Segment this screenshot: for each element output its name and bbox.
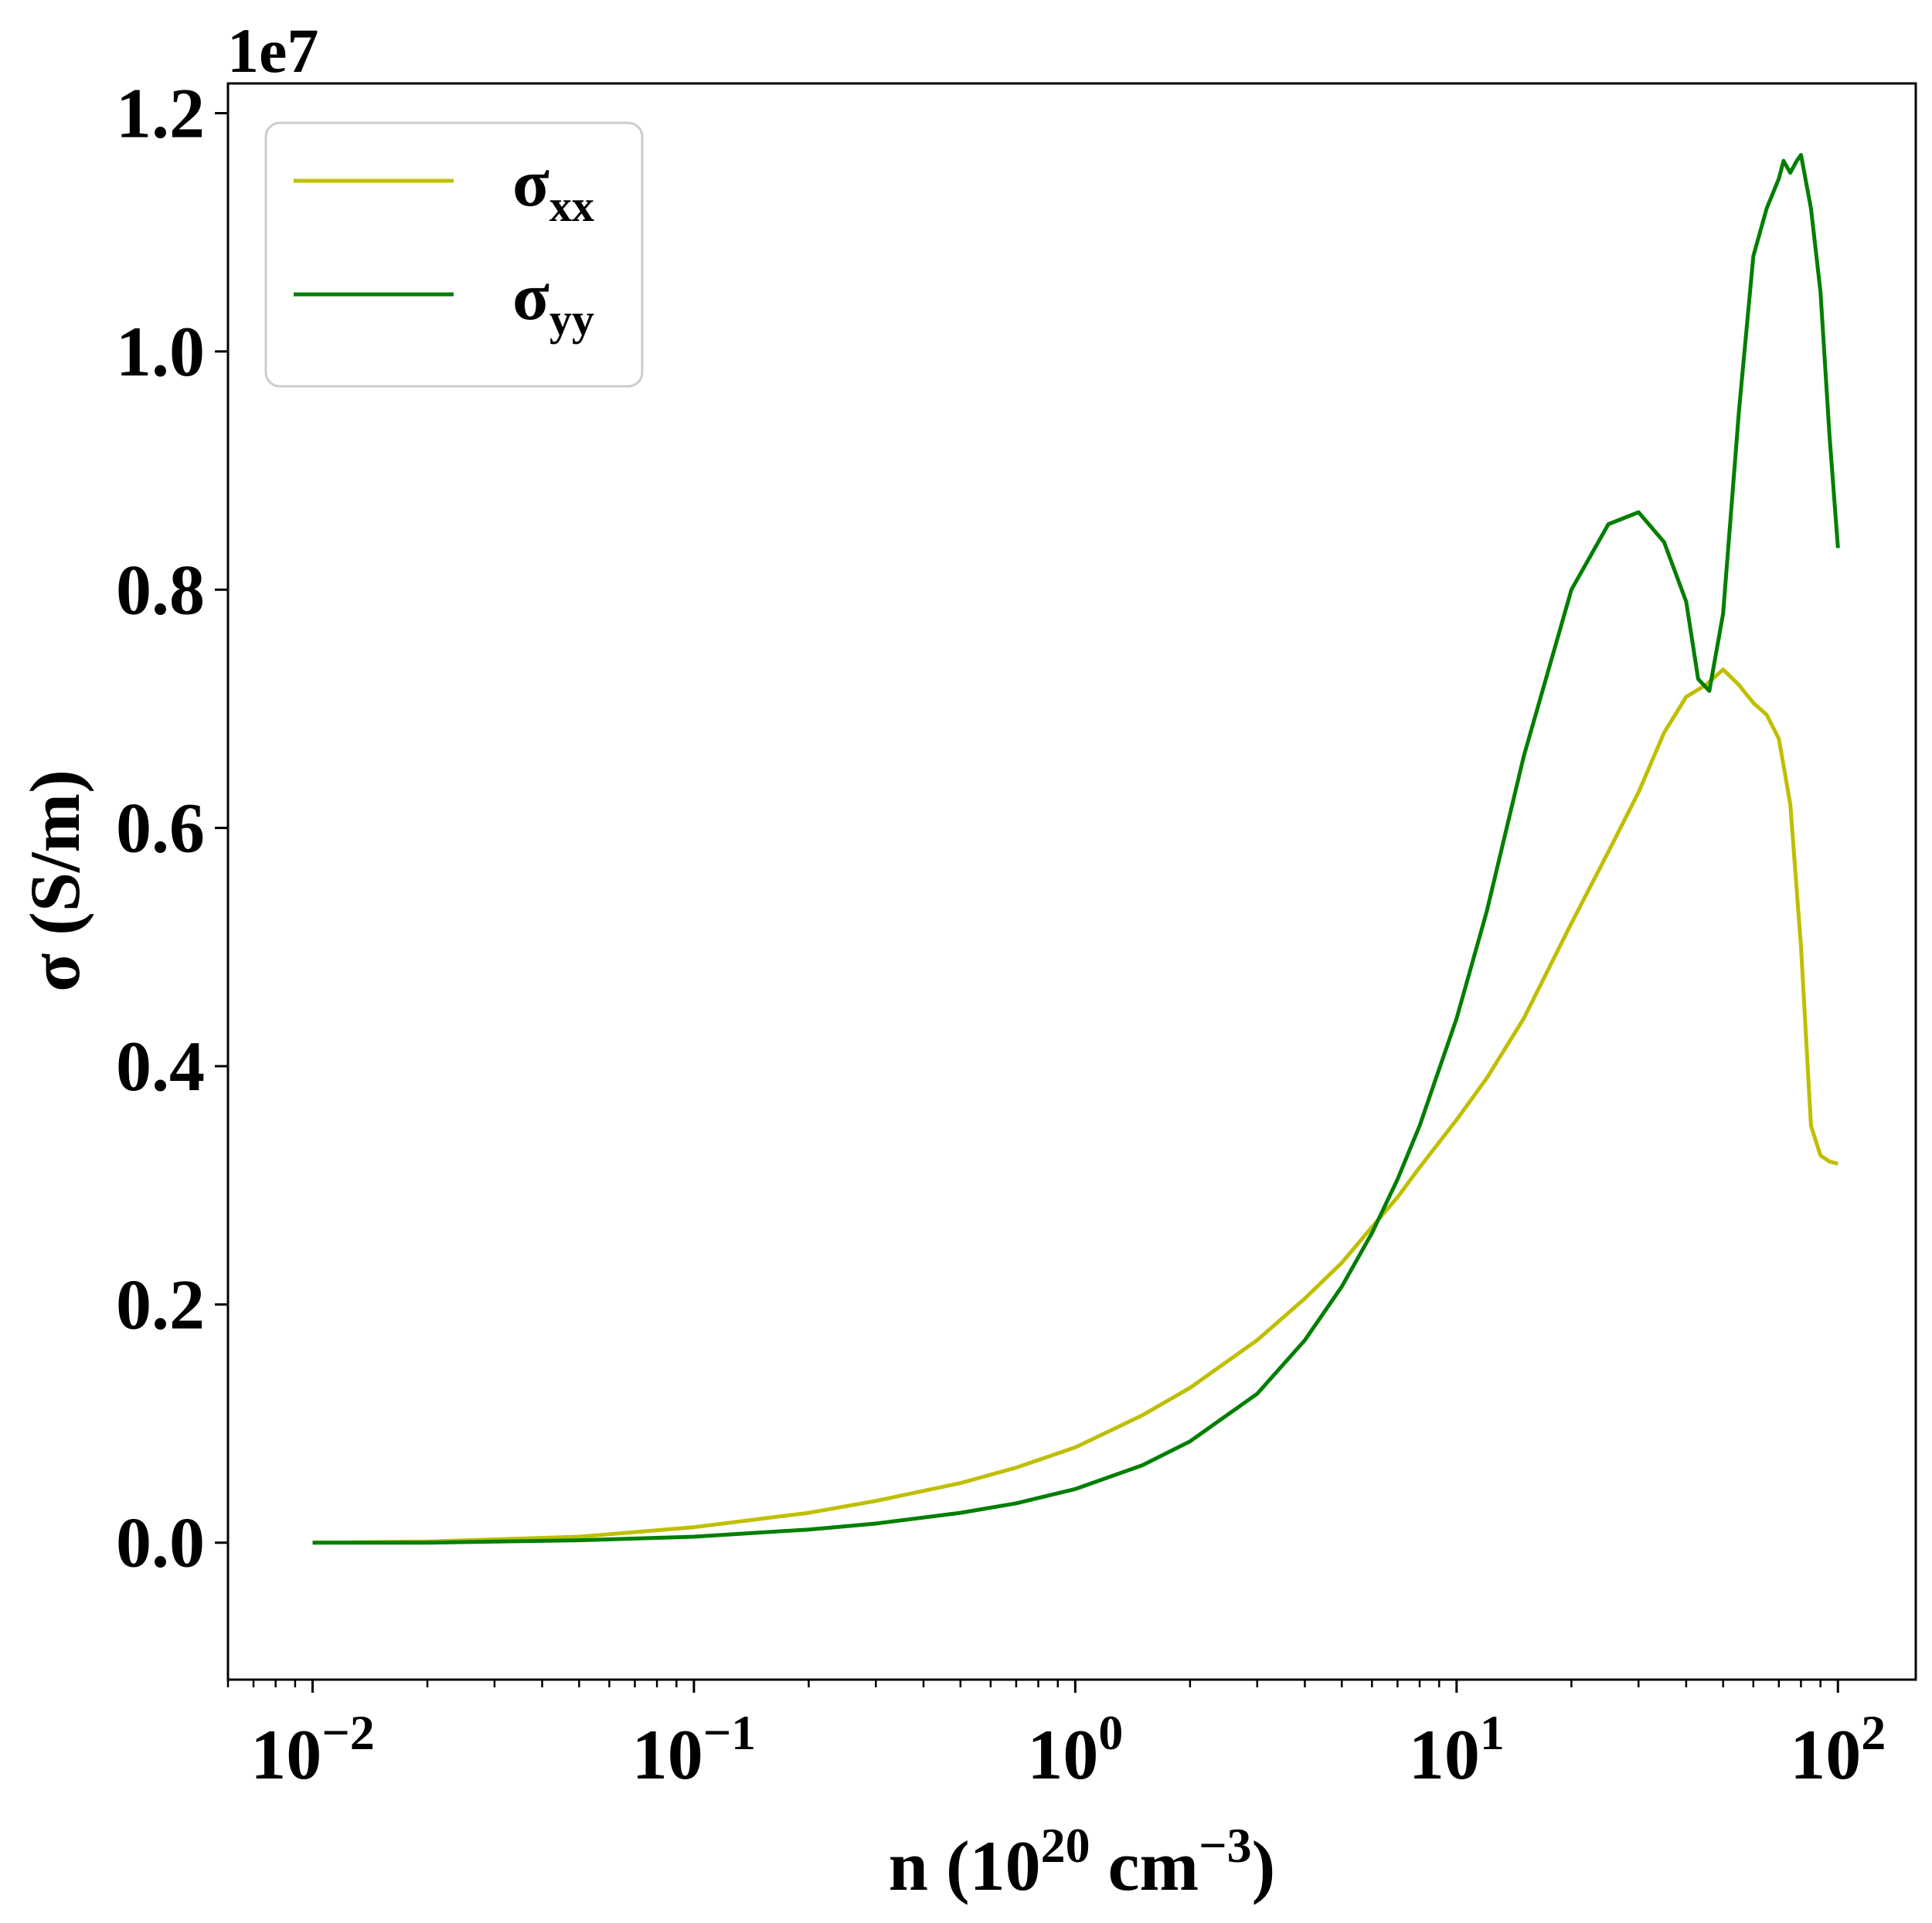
x-tick-label: 102 xyxy=(1790,1705,1886,1794)
x-tick-label-exponent: 0 xyxy=(1098,1705,1123,1760)
legend-label-sigma-yy-sub: yy xyxy=(549,294,594,345)
x-tick-label-exponent: 1 xyxy=(1480,1705,1505,1760)
x-tick-label-base: 10 xyxy=(1790,1715,1861,1794)
legend-label-sigma-yy: σyy xyxy=(512,260,594,345)
x-tick-label-base: 10 xyxy=(1409,1715,1480,1794)
x-axis-label: n (1020 cm−3) xyxy=(889,1818,1275,1905)
y-tick-label: 1.0 xyxy=(116,312,205,391)
x-tick-label-exponent: −2 xyxy=(321,1705,374,1760)
x-tick-label-exponent: 2 xyxy=(1861,1705,1886,1760)
y-tick-label: 0.4 xyxy=(116,1027,205,1106)
x-tick-label-base: 10 xyxy=(1027,1715,1098,1794)
x-tick-label: 10−1 xyxy=(632,1705,756,1794)
y-axis-label: σ (S/m) xyxy=(15,770,94,992)
legend: σxx σyy xyxy=(264,121,644,388)
legend-label-sigma-xx-sub: xx xyxy=(549,181,594,231)
x-tick-label: 100 xyxy=(1027,1705,1123,1794)
legend-label-sigma-xx: σxx xyxy=(512,146,594,231)
series-line-sigma-xx xyxy=(312,668,1838,1545)
plot-frame xyxy=(226,82,1917,1681)
x-major-ticks: 10−2 10−1 100 101 102 xyxy=(250,1680,1886,1794)
x-axis-label-sup2: −3 xyxy=(1199,1818,1251,1873)
x-axis-label-pre: n (10 xyxy=(889,1826,1041,1905)
x-tick-label: 101 xyxy=(1409,1705,1505,1794)
x-axis-label-mid: cm xyxy=(1090,1826,1199,1905)
y-tick-label: 1.2 xyxy=(116,74,205,153)
y-tick-label: 0.0 xyxy=(116,1503,205,1582)
y-tick-label: 0.2 xyxy=(116,1265,205,1344)
y-tick-label: 0.8 xyxy=(116,550,205,629)
legend-label-sigma-xx-name: σ xyxy=(512,146,549,221)
series-lines xyxy=(312,153,1840,1545)
x-tick-label-base: 10 xyxy=(250,1715,321,1794)
y-ticks: 0.0 0.2 0.4 0.6 0.8 1.0 1.2 xyxy=(116,74,228,1582)
legend-label-sigma-yy-name: σ xyxy=(512,260,549,335)
x-tick-label-exponent: −1 xyxy=(703,1705,756,1760)
x-tick-label-base: 10 xyxy=(632,1715,703,1794)
x-axis-label-sup1: 20 xyxy=(1041,1818,1090,1873)
x-axis-label-post: ) xyxy=(1252,1826,1276,1905)
y-offset-label: 1e7 xyxy=(227,15,318,86)
y-tick-label: 0.6 xyxy=(116,789,205,868)
x-minor-ticks xyxy=(226,1680,1821,1687)
series-line-sigma-yy xyxy=(312,153,1840,1545)
legend-box xyxy=(264,121,644,388)
x-tick-label: 10−2 xyxy=(250,1705,374,1794)
